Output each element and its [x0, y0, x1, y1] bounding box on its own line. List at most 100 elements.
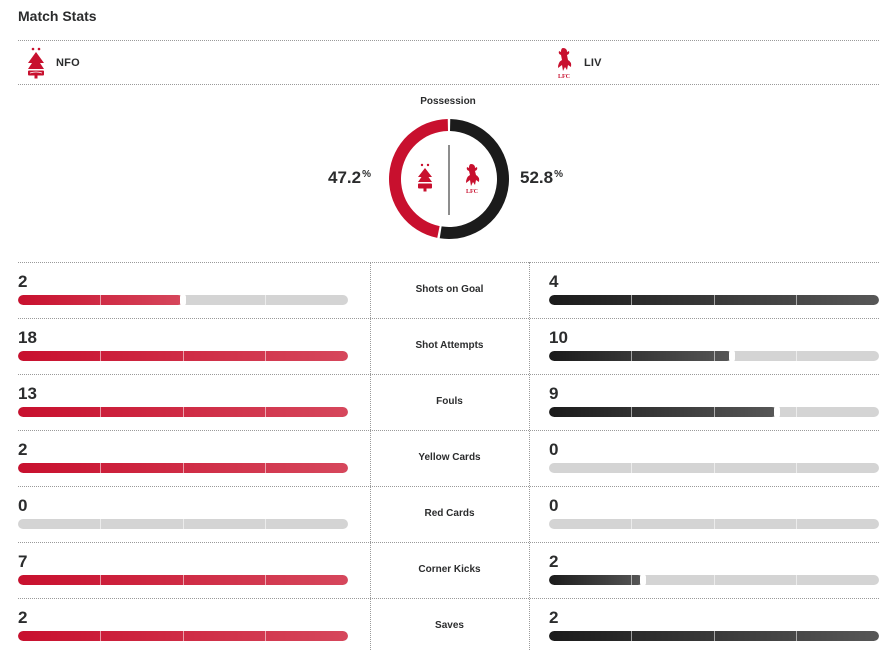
bar-segment-tick — [714, 351, 715, 361]
home-possession-value: 47.2% — [328, 168, 371, 188]
away-stat-bar — [549, 295, 879, 305]
bar-segment-tick — [183, 407, 184, 417]
header-divider — [18, 40, 879, 41]
bar-segment-tick — [631, 351, 632, 361]
home-stat-bar — [18, 519, 348, 529]
home-stat-value: 2 — [18, 440, 28, 459]
away-stat-value: 2 — [549, 552, 559, 571]
stat-row: 0 0 Red Cards — [18, 486, 879, 542]
bar-segment-tick — [714, 631, 715, 641]
away-stat-value: 4 — [549, 272, 559, 291]
liverpool-crest-icon: LFC — [466, 164, 480, 195]
home-stat-bar — [18, 351, 348, 361]
home-stat-bar — [18, 407, 348, 417]
away-stat-bar-fill — [549, 407, 777, 417]
bar-segment-tick — [714, 463, 715, 473]
bar-segment-tick — [714, 575, 715, 585]
away-possession-unit: % — [554, 169, 563, 180]
bar-segment-tick — [631, 519, 632, 529]
bar-segment-tick — [714, 407, 715, 417]
home-stat-value: 7 — [18, 552, 28, 571]
bar-segment-tick — [631, 631, 632, 641]
bar-segment-tick — [100, 631, 101, 641]
stat-row-divider — [18, 598, 879, 599]
stat-label: Shots on Goal — [415, 284, 484, 295]
bar-segment-tick — [265, 631, 266, 641]
away-stat-bar-end — [640, 575, 646, 585]
liverpool-crest-icon: LFC — [558, 48, 572, 80]
possession-donut-chart: LFC — [389, 119, 509, 239]
bar-segment-tick — [714, 295, 715, 305]
bar-segment-tick — [265, 575, 266, 585]
home-team-abbr: NFO — [56, 57, 80, 69]
home-stat-bar — [18, 295, 348, 305]
stat-row: 13 9 Fouls — [18, 374, 879, 430]
away-stat-value: 10 — [549, 328, 568, 347]
away-stat-bar — [549, 351, 879, 361]
bar-segment-tick — [100, 351, 101, 361]
stat-label: Corner Kicks — [418, 564, 481, 575]
home-stat-bar — [18, 575, 348, 585]
stat-row-divider — [18, 430, 879, 431]
stat-label: Saves — [435, 620, 464, 631]
stat-row: 2 0 Yellow Cards — [18, 430, 879, 486]
away-stat-value: 0 — [549, 496, 559, 515]
bar-segment-tick — [796, 575, 797, 585]
home-possession-unit: % — [362, 169, 371, 180]
stat-row: 2 4 Shots on Goal — [18, 262, 879, 318]
home-stat-value: 2 — [18, 608, 28, 627]
nottingham-forest-crest-icon — [418, 163, 432, 192]
away-stat-bar-fill — [549, 351, 732, 361]
stat-row-divider — [18, 374, 879, 375]
bar-segment-tick — [265, 351, 266, 361]
bar-segment-tick — [183, 631, 184, 641]
home-possession-number: 47.2 — [328, 168, 362, 187]
away-team-abbr: LIV — [584, 57, 602, 69]
home-stat-bar-end — [180, 295, 186, 305]
stat-row-divider — [18, 318, 879, 319]
label-column-divider — [370, 262, 371, 651]
bar-segment-tick — [631, 575, 632, 585]
bar-segment-tick — [100, 295, 101, 305]
bar-segment-tick — [183, 519, 184, 529]
bar-segment-tick — [796, 351, 797, 361]
bar-segment-tick — [100, 519, 101, 529]
home-team[interactable]: NFO — [25, 46, 80, 80]
away-stat-bar — [549, 575, 879, 585]
away-stat-value: 9 — [549, 384, 559, 403]
away-stat-bar — [549, 407, 879, 417]
bar-segment-tick — [796, 519, 797, 529]
page-title: Match Stats — [18, 8, 97, 24]
home-stat-value: 2 — [18, 272, 28, 291]
possession-label: Possession — [420, 96, 476, 107]
bar-segment-tick — [796, 407, 797, 417]
bar-segment-tick — [100, 575, 101, 585]
stat-row-divider — [18, 542, 879, 543]
away-possession-arc — [439, 119, 509, 239]
bar-segment-tick — [183, 575, 184, 585]
bar-segment-tick — [631, 463, 632, 473]
away-team[interactable]: LFC LIV — [553, 46, 602, 80]
home-stat-bar — [18, 631, 348, 641]
stat-row: 18 10 Shot Attempts — [18, 318, 879, 374]
away-stat-value: 2 — [549, 608, 559, 627]
home-stat-bar — [18, 463, 348, 473]
away-stat-bar-end — [729, 351, 735, 361]
bar-segment-tick — [796, 463, 797, 473]
bar-segment-tick — [265, 295, 266, 305]
away-possession-number: 52.8 — [520, 168, 554, 187]
svg-text:LFC: LFC — [558, 74, 570, 80]
stat-row: 2 2 Saves — [18, 598, 879, 651]
bar-segment-tick — [183, 463, 184, 473]
home-stat-value: 18 — [18, 328, 37, 347]
away-possession-value: 52.8% — [520, 168, 563, 188]
svg-text:LFC: LFC — [466, 189, 478, 195]
stat-row-divider — [18, 486, 879, 487]
stat-label: Fouls — [436, 396, 463, 407]
bar-segment-tick — [265, 519, 266, 529]
away-stat-bar — [549, 519, 879, 529]
away-stat-bar-fill — [549, 575, 643, 585]
bar-segment-tick — [265, 407, 266, 417]
label-column-divider — [529, 262, 530, 651]
bar-segment-tick — [796, 631, 797, 641]
